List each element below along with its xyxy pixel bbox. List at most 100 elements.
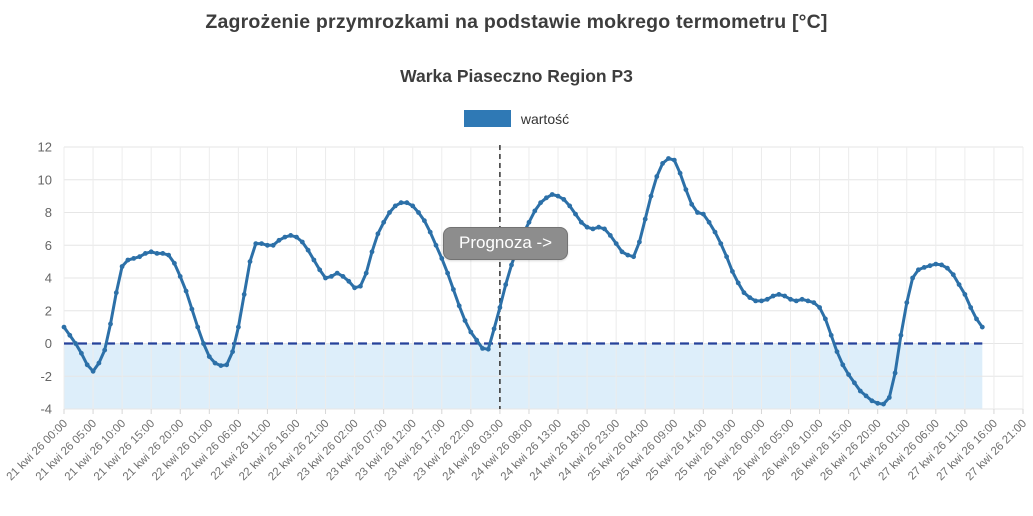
- data-point-marker[interactable]: [573, 211, 578, 217]
- data-point-marker[interactable]: [764, 296, 770, 302]
- data-point-marker[interactable]: [526, 219, 532, 225]
- data-point-marker[interactable]: [881, 401, 886, 407]
- data-point-marker[interactable]: [340, 274, 346, 279]
- data-point-marker[interactable]: [224, 362, 230, 368]
- data-point-marker[interactable]: [962, 292, 968, 297]
- data-point-marker[interactable]: [427, 229, 433, 235]
- data-point-marker[interactable]: [90, 368, 96, 374]
- data-point-marker[interactable]: [125, 257, 131, 263]
- data-point-marker[interactable]: [172, 260, 177, 266]
- data-point-marker[interactable]: [474, 337, 480, 343]
- data-point-marker[interactable]: [96, 360, 102, 366]
- data-point-marker[interactable]: [61, 324, 67, 330]
- data-point-marker[interactable]: [358, 283, 363, 289]
- data-point-marker[interactable]: [247, 259, 253, 264]
- data-point-marker[interactable]: [392, 203, 398, 209]
- data-point-marker[interactable]: [544, 195, 549, 201]
- data-point-marker[interactable]: [375, 231, 381, 237]
- data-point-marker[interactable]: [73, 341, 78, 346]
- data-point-marker[interactable]: [166, 252, 172, 258]
- data-point-marker[interactable]: [898, 332, 904, 338]
- data-point-marker[interactable]: [67, 332, 73, 338]
- data-point-marker[interactable]: [910, 275, 915, 281]
- data-point-marker[interactable]: [776, 292, 782, 297]
- data-point-marker[interactable]: [84, 362, 90, 368]
- data-point-marker[interactable]: [485, 346, 491, 352]
- data-point-marker[interactable]: [369, 249, 375, 255]
- data-point-marker[interactable]: [619, 249, 625, 255]
- data-point-marker[interactable]: [828, 332, 834, 338]
- data-point-marker[interactable]: [584, 224, 590, 230]
- data-point-marker[interactable]: [555, 193, 561, 199]
- data-point-marker[interactable]: [642, 216, 648, 222]
- data-point-marker[interactable]: [974, 316, 979, 322]
- data-point-marker[interactable]: [770, 293, 776, 299]
- data-point-marker[interactable]: [700, 211, 706, 217]
- data-point-marker[interactable]: [241, 292, 247, 297]
- data-point-marker[interactable]: [660, 161, 665, 166]
- data-point-marker[interactable]: [683, 187, 689, 193]
- data-point-marker[interactable]: [805, 298, 811, 304]
- data-point-marker[interactable]: [346, 278, 352, 284]
- data-point-marker[interactable]: [143, 251, 148, 256]
- data-point-marker[interactable]: [230, 349, 236, 355]
- data-point-marker[interactable]: [79, 350, 84, 356]
- data-point-marker[interactable]: [468, 329, 474, 335]
- data-point-marker[interactable]: [892, 370, 898, 376]
- data-point-marker[interactable]: [183, 288, 189, 294]
- data-point-marker[interactable]: [416, 210, 421, 215]
- data-point-marker[interactable]: [561, 197, 567, 202]
- data-point-marker[interactable]: [927, 263, 933, 269]
- data-point-marker[interactable]: [939, 262, 944, 268]
- data-point-marker[interactable]: [154, 251, 160, 256]
- data-point-marker[interactable]: [363, 270, 369, 276]
- data-point-marker[interactable]: [724, 254, 729, 260]
- data-point-marker[interactable]: [422, 218, 427, 224]
- data-point-marker[interactable]: [799, 296, 805, 302]
- data-point-marker[interactable]: [410, 203, 416, 209]
- data-point-marker[interactable]: [613, 241, 619, 247]
- data-point-marker[interactable]: [189, 306, 195, 312]
- data-point-marker[interactable]: [323, 275, 328, 281]
- data-point-marker[interactable]: [578, 219, 584, 225]
- data-point-marker[interactable]: [270, 242, 276, 248]
- data-point-marker[interactable]: [863, 393, 869, 399]
- data-point-marker[interactable]: [834, 349, 840, 355]
- data-point-marker[interactable]: [904, 300, 910, 305]
- data-point-marker[interactable]: [677, 170, 683, 176]
- data-point-marker[interactable]: [695, 210, 700, 215]
- data-point-marker[interactable]: [921, 265, 927, 270]
- data-point-marker[interactable]: [811, 300, 817, 305]
- data-point-marker[interactable]: [933, 261, 939, 267]
- data-point-marker[interactable]: [276, 237, 282, 243]
- data-point-marker[interactable]: [735, 280, 741, 286]
- data-point-marker[interactable]: [968, 305, 974, 310]
- data-point-marker[interactable]: [317, 267, 323, 273]
- data-point-marker[interactable]: [433, 242, 439, 248]
- data-point-marker[interactable]: [916, 267, 921, 273]
- data-point-marker[interactable]: [654, 174, 660, 179]
- data-point-marker[interactable]: [119, 264, 125, 269]
- data-point-marker[interactable]: [753, 298, 758, 304]
- data-point-marker[interactable]: [206, 354, 212, 359]
- data-point-marker[interactable]: [491, 326, 497, 332]
- data-point-marker[interactable]: [666, 156, 671, 161]
- data-point-marker[interactable]: [823, 316, 828, 322]
- data-point-marker[interactable]: [788, 296, 793, 302]
- legend-swatch-wartosc[interactable]: [463, 110, 511, 127]
- data-point-marker[interactable]: [689, 201, 695, 207]
- data-point-marker[interactable]: [567, 203, 573, 209]
- data-point-marker[interactable]: [462, 318, 468, 323]
- data-point-marker[interactable]: [706, 219, 712, 225]
- data-point-marker[interactable]: [305, 247, 311, 253]
- data-point-marker[interactable]: [840, 362, 846, 368]
- data-point-marker[interactable]: [886, 395, 892, 400]
- data-point-marker[interactable]: [404, 200, 410, 206]
- data-point-marker[interactable]: [294, 234, 299, 240]
- legend-label-wartosc[interactable]: wartość: [520, 110, 570, 127]
- data-point-marker[interactable]: [712, 229, 718, 235]
- data-point-marker[interactable]: [671, 157, 677, 163]
- data-point-marker[interactable]: [148, 249, 154, 255]
- data-point-marker[interactable]: [160, 251, 166, 256]
- data-point-marker[interactable]: [945, 265, 950, 271]
